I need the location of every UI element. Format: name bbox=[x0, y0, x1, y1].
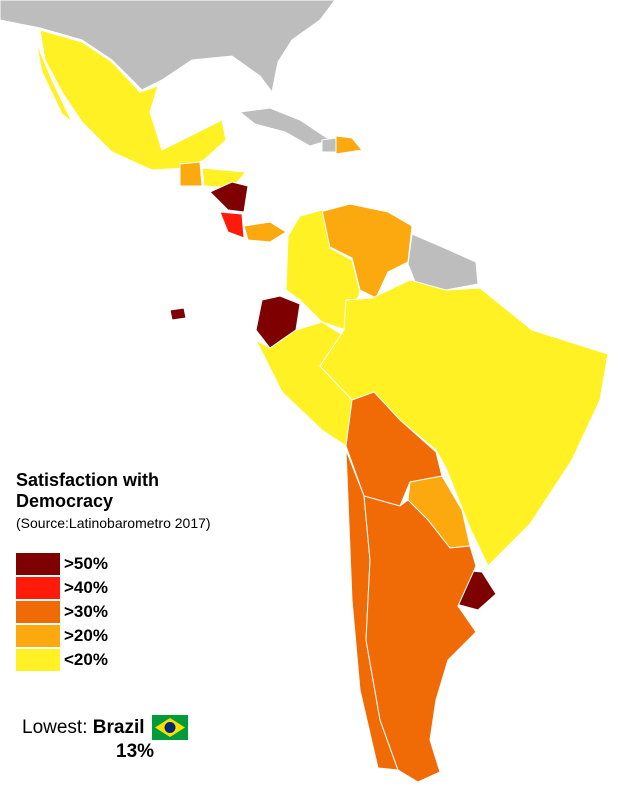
guianas bbox=[407, 233, 479, 295]
legend-item: >40% bbox=[16, 576, 108, 600]
argentina bbox=[363, 495, 477, 783]
galapagos bbox=[169, 307, 187, 321]
legend-label: >30% bbox=[64, 602, 108, 621]
legend-swatch bbox=[16, 553, 60, 575]
legend-item: >50% bbox=[16, 552, 108, 576]
legend-label: >40% bbox=[64, 578, 108, 597]
legend-label: <20% bbox=[64, 650, 108, 669]
lowest-country: Brazil bbox=[92, 717, 145, 738]
baja bbox=[35, 41, 73, 123]
legend-item: >20% bbox=[16, 624, 108, 648]
haiti bbox=[321, 137, 337, 153]
title: Satisfaction with Democracy bbox=[16, 470, 160, 511]
guatemala bbox=[179, 161, 203, 187]
colombia bbox=[285, 209, 361, 331]
panama bbox=[243, 221, 287, 243]
mexico bbox=[39, 29, 227, 171]
legend: >50% >40% >30% >20% <20% bbox=[16, 552, 108, 672]
lowest-value: 13% bbox=[116, 741, 155, 762]
legend-swatch bbox=[16, 577, 60, 599]
legend-item: >30% bbox=[16, 600, 108, 624]
legend-item: <20% bbox=[16, 648, 108, 672]
dominican-republic bbox=[335, 135, 363, 155]
costa-rica bbox=[219, 211, 245, 239]
source: (Source:Latinobarometro 2017) bbox=[16, 515, 211, 531]
legend-swatch bbox=[16, 625, 60, 647]
nicaragua bbox=[209, 181, 249, 213]
legend-swatch bbox=[16, 601, 60, 623]
cuba bbox=[238, 107, 332, 147]
venezuela bbox=[319, 203, 413, 299]
usa bbox=[0, 0, 336, 94]
legend-label: >20% bbox=[64, 626, 108, 645]
legend-label: >50% bbox=[64, 554, 108, 573]
lowest-label: Lowest: bbox=[22, 717, 88, 738]
flag bbox=[151, 715, 188, 741]
legend-swatch bbox=[16, 649, 60, 671]
lowest: Lowest: Brazil bbox=[22, 715, 188, 741]
